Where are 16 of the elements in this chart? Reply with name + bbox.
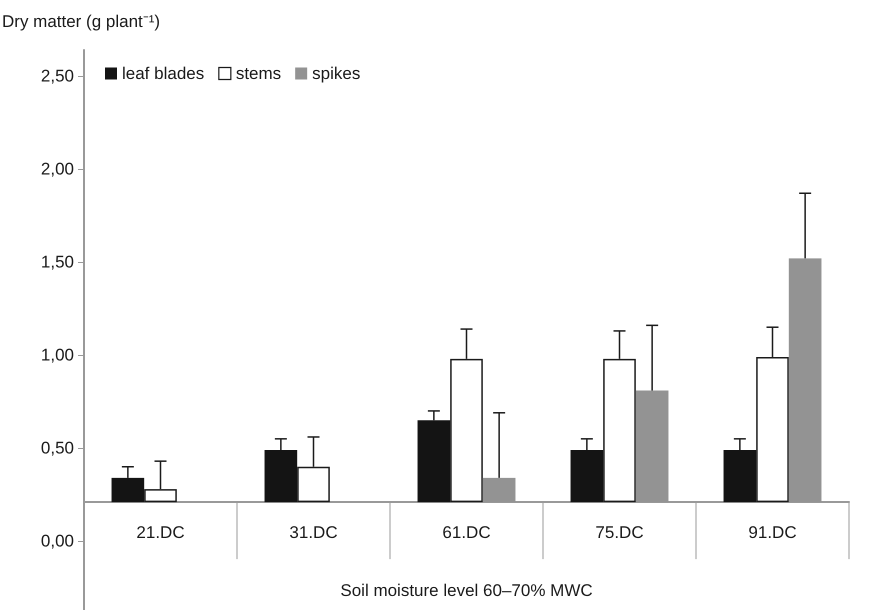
legend-label: leaf blades	[122, 64, 204, 83]
x-axis-title: Soil moisture level 60–70% MWC	[340, 581, 593, 600]
x-tick-label: 91.DC	[748, 523, 797, 542]
legend-label: stems	[236, 64, 282, 83]
y-tick-label: 1,00	[40, 346, 74, 365]
x-tick-label: 75.DC	[595, 523, 644, 542]
x-tick-label: 61.DC	[442, 523, 491, 542]
x-tick-label: 21.DC	[136, 523, 185, 542]
y-tick-label: 0,50	[40, 438, 74, 458]
legend-label: spikes	[312, 64, 360, 83]
y-tick-label: 0,00	[40, 532, 74, 551]
y-tick-label: 1,50	[40, 252, 74, 272]
y-tick-label: 2,50	[40, 66, 74, 86]
y-tick-label: 2,00	[40, 160, 74, 179]
y-axis-title: Dry matter (g plant⁻¹)	[2, 12, 160, 31]
x-tick-label: 31.DC	[289, 523, 338, 542]
